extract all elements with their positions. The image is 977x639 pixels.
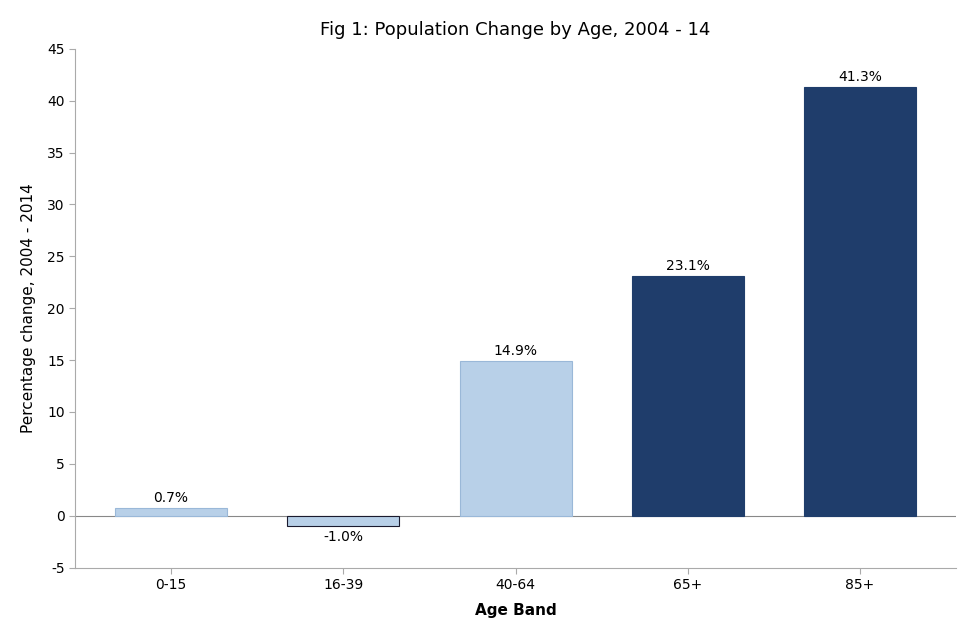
Text: 14.9%: 14.9% bbox=[493, 344, 537, 358]
Bar bbox=[804, 87, 916, 516]
X-axis label: Age Band: Age Band bbox=[475, 603, 557, 618]
Bar bbox=[287, 516, 400, 526]
Title: Fig 1: Population Change by Age, 2004 - 14: Fig 1: Population Change by Age, 2004 - … bbox=[320, 21, 710, 39]
Text: 23.1%: 23.1% bbox=[666, 259, 709, 273]
Bar bbox=[459, 361, 572, 516]
Text: 0.7%: 0.7% bbox=[153, 491, 189, 505]
Bar bbox=[115, 509, 227, 516]
Text: 41.3%: 41.3% bbox=[838, 70, 882, 84]
Bar bbox=[632, 276, 743, 516]
Text: -1.0%: -1.0% bbox=[323, 530, 363, 544]
Y-axis label: Percentage change, 2004 - 2014: Percentage change, 2004 - 2014 bbox=[21, 183, 36, 433]
